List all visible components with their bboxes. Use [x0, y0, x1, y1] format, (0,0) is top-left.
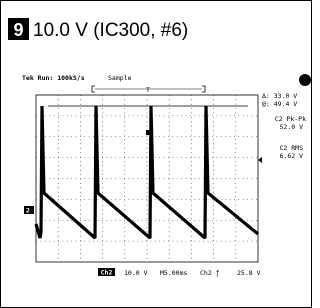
cursor-delta: Δ: 33.0 V — [262, 92, 297, 100]
cursor-at: @: 49.4 V — [262, 100, 297, 108]
measure-value: 52.0 V — [280, 123, 304, 131]
measure-label: C2 RMS — [280, 144, 304, 152]
figure: 9 10.0 V (IC300, #6) Tek Run: 100kS/s Sa… — [0, 0, 312, 308]
trigger-marker: T — [146, 86, 150, 94]
acq-mode: Sample — [108, 74, 132, 82]
footer-timebase: M5.00ms — [160, 269, 187, 277]
badge: 9 — [13, 20, 23, 40]
ground-marker: 2 — [26, 207, 30, 215]
footer-volts: 10.0 V — [124, 269, 148, 277]
footer-channel: Ch2 — [101, 269, 113, 277]
status-icon — [299, 74, 311, 86]
trigger-point — [146, 130, 151, 135]
status: Tek Run: 100kS/s — [22, 74, 85, 82]
measure-label: C2 Pk-Pk — [275, 115, 306, 123]
frame — [1, 1, 312, 308]
footer-trigger-source: Ch2 ƒ — [200, 269, 220, 277]
measure-value: 6.62 V — [280, 152, 304, 160]
level-arrow — [258, 157, 262, 163]
footer-trigger-level: 25.8 V — [237, 269, 261, 277]
title: 10.0 V (IC300, #6) — [33, 20, 188, 41]
